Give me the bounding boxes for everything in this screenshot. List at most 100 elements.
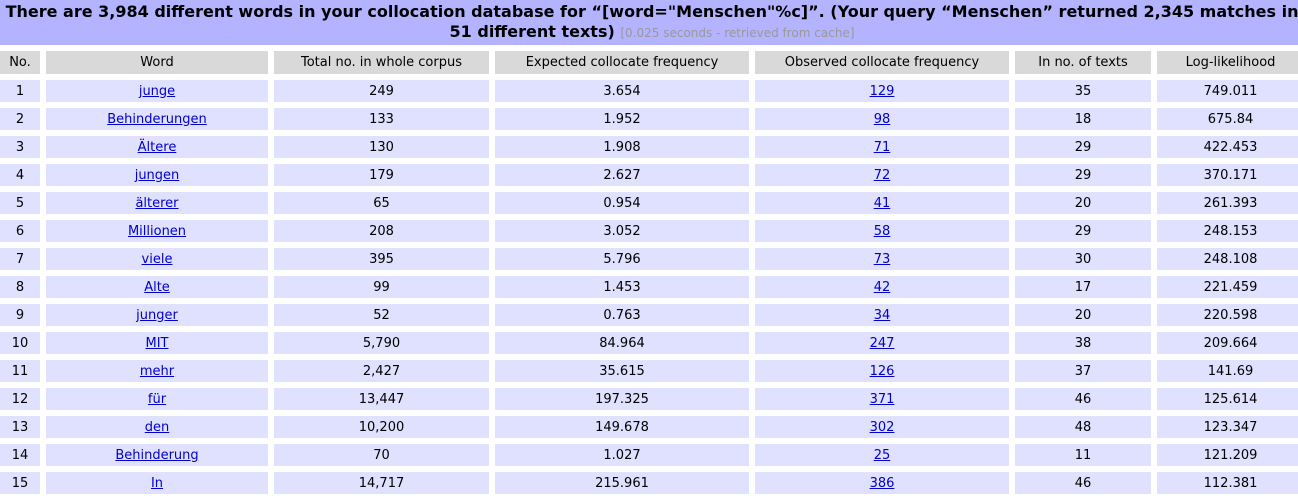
collocate-word-link[interactable]: In <box>150 475 164 491</box>
observed-frequency-link[interactable]: 34 <box>873 307 891 323</box>
corpus-total-cell: 249 <box>274 80 489 102</box>
collocate-word-cell: Alte <box>46 276 268 298</box>
row-number: 8 <box>0 276 40 298</box>
expected-frequency-cell: 1.453 <box>495 276 749 298</box>
table-row: 11 mehr 2,427 35.615 126 37 141.69 <box>0 360 1298 382</box>
corpus-total-cell: 13,447 <box>274 388 489 410</box>
collocate-word-cell: junger <box>46 304 268 326</box>
log-likelihood-cell: 141.69 <box>1157 360 1298 382</box>
col-header-loglikelihood: Log-likelihood <box>1157 51 1298 74</box>
collocate-word-cell: In <box>46 472 268 494</box>
observed-frequency-cell: 386 <box>755 472 1009 494</box>
corpus-total-cell: 14,717 <box>274 472 489 494</box>
observed-frequency-cell: 302 <box>755 416 1009 438</box>
collocate-word-link[interactable]: für <box>147 391 167 407</box>
collocate-word-cell: mehr <box>46 360 268 382</box>
corpus-total-cell: 65 <box>274 192 489 214</box>
collocate-word-link[interactable]: Alte <box>144 279 170 295</box>
corpus-total-cell: 133 <box>274 108 489 130</box>
observed-frequency-cell: 247 <box>755 332 1009 354</box>
text-count-cell: 20 <box>1015 304 1151 326</box>
text-count-cell: 18 <box>1015 108 1151 130</box>
table-row: 7 viele 395 5.796 73 30 248.108 <box>0 248 1298 270</box>
observed-frequency-link[interactable]: 73 <box>873 251 891 267</box>
collocate-word-cell: älterer <box>46 192 268 214</box>
text-count-cell: 38 <box>1015 332 1151 354</box>
observed-frequency-link[interactable]: 42 <box>873 279 891 295</box>
text-count-cell: 46 <box>1015 388 1151 410</box>
text-count-cell: 35 <box>1015 80 1151 102</box>
collocate-word-link[interactable]: jungen <box>134 167 180 183</box>
corpus-total-cell: 2,427 <box>274 360 489 382</box>
expected-frequency-cell: 3.654 <box>495 80 749 102</box>
log-likelihood-cell: 675.84 <box>1157 108 1298 130</box>
expected-frequency-cell: 0.763 <box>495 304 749 326</box>
table-row: 10 MIT 5,790 84.964 247 38 209.664 <box>0 332 1298 354</box>
observed-frequency-link[interactable]: 98 <box>873 111 891 127</box>
collocate-word-link[interactable]: Behinderung <box>115 447 199 463</box>
log-likelihood-cell: 422.453 <box>1157 136 1298 158</box>
corpus-total-cell: 395 <box>274 248 489 270</box>
expected-frequency-cell: 3.052 <box>495 220 749 242</box>
observed-frequency-link[interactable]: 71 <box>873 139 891 155</box>
collocate-word-link[interactable]: junge <box>138 83 176 99</box>
corpus-total-cell: 99 <box>274 276 489 298</box>
expected-frequency-cell: 149.678 <box>495 416 749 438</box>
table-row: 5 älterer 65 0.954 41 20 261.393 <box>0 192 1298 214</box>
corpus-total-cell: 5,790 <box>274 332 489 354</box>
observed-frequency-link[interactable]: 247 <box>869 335 895 351</box>
table-row: 4 jungen 179 2.627 72 29 370.171 <box>0 164 1298 186</box>
collocate-word-link[interactable]: älterer <box>135 195 179 211</box>
text-count-cell: 46 <box>1015 472 1151 494</box>
row-number: 10 <box>0 332 40 354</box>
collocate-word-link[interactable]: viele <box>141 251 173 267</box>
col-header-no: No. <box>0 51 40 74</box>
col-header-texts: In no. of texts <box>1015 51 1151 74</box>
expected-frequency-cell: 1.027 <box>495 444 749 466</box>
row-number: 2 <box>0 108 40 130</box>
collocate-word-link[interactable]: Behinderungen <box>107 111 207 127</box>
observed-frequency-link[interactable]: 72 <box>873 167 891 183</box>
row-number: 9 <box>0 304 40 326</box>
collocate-word-cell: den <box>46 416 268 438</box>
row-number: 1 <box>0 80 40 102</box>
results-title: There are 3,984 different words in your … <box>5 2 1298 41</box>
observed-frequency-link[interactable]: 41 <box>873 195 891 211</box>
observed-frequency-cell: 41 <box>755 192 1009 214</box>
log-likelihood-cell: 221.459 <box>1157 276 1298 298</box>
collocate-word-cell: viele <box>46 248 268 270</box>
results-header: There are 3,984 different words in your … <box>0 0 1298 45</box>
collocate-word-link[interactable]: MIT <box>145 335 169 351</box>
log-likelihood-cell: 749.011 <box>1157 80 1298 102</box>
observed-frequency-link[interactable]: 25 <box>873 447 891 463</box>
observed-frequency-link[interactable]: 58 <box>873 223 891 239</box>
collocate-word-link[interactable]: Ältere <box>137 139 177 155</box>
text-count-cell: 29 <box>1015 220 1151 242</box>
expected-frequency-cell: 1.952 <box>495 108 749 130</box>
collocate-word-link[interactable]: den <box>144 419 170 435</box>
text-count-cell: 29 <box>1015 164 1151 186</box>
collocate-word-link[interactable]: Millionen <box>127 223 187 239</box>
collocate-word-cell: Behinderungen <box>46 108 268 130</box>
collocate-word-link[interactable]: mehr <box>139 363 175 379</box>
column-header-row: No. Word Total no. in whole corpus Expec… <box>0 51 1298 74</box>
observed-frequency-link[interactable]: 371 <box>869 391 895 407</box>
observed-frequency-link[interactable]: 129 <box>869 83 895 99</box>
observed-frequency-cell: 126 <box>755 360 1009 382</box>
table-row: 13 den 10,200 149.678 302 48 123.347 <box>0 416 1298 438</box>
observed-frequency-link[interactable]: 386 <box>869 475 895 491</box>
observed-frequency-cell: 73 <box>755 248 1009 270</box>
observed-frequency-cell: 25 <box>755 444 1009 466</box>
table-row: 3 Ältere 130 1.908 71 29 422.453 <box>0 136 1298 158</box>
text-count-cell: 17 <box>1015 276 1151 298</box>
collocate-word-cell: jungen <box>46 164 268 186</box>
observed-frequency-cell: 98 <box>755 108 1009 130</box>
observed-frequency-link[interactable]: 302 <box>869 419 895 435</box>
observed-frequency-link[interactable]: 126 <box>869 363 895 379</box>
observed-frequency-cell: 58 <box>755 220 1009 242</box>
log-likelihood-cell: 248.153 <box>1157 220 1298 242</box>
row-number: 7 <box>0 248 40 270</box>
collocate-word-link[interactable]: junger <box>136 307 178 323</box>
corpus-total-cell: 208 <box>274 220 489 242</box>
